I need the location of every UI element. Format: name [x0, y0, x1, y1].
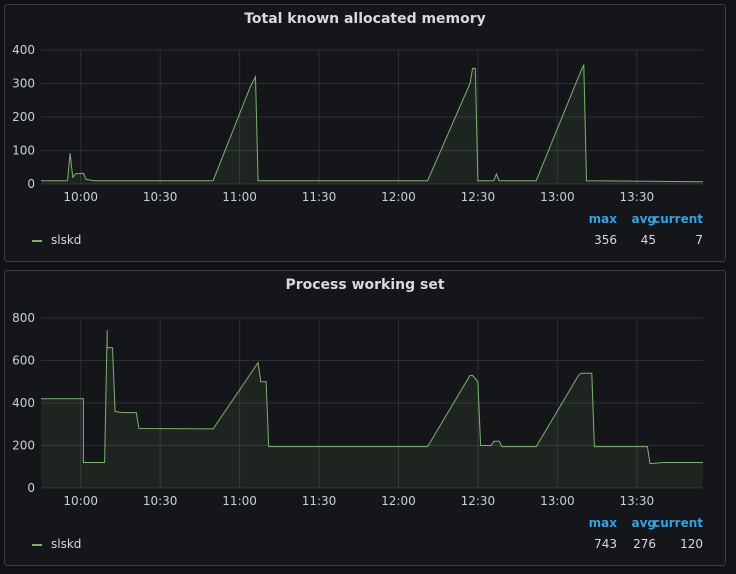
- legend-avg-value: 45: [640, 233, 656, 247]
- y-tick-label: 300: [12, 77, 35, 91]
- legend-swatch: [32, 240, 42, 242]
- y-tick-label: 0: [27, 177, 35, 191]
- x-tick-label: 12:00: [381, 190, 416, 204]
- legend-swatch: [32, 544, 42, 546]
- legend-max-value: 743: [594, 537, 617, 551]
- y-tick-label: 100: [12, 144, 35, 158]
- series-area: [41, 64, 703, 184]
- legend-current-value: 120: [680, 537, 703, 551]
- panel-allocated-memory: Total known allocated memory 400 300 200 10…: [4, 4, 726, 262]
- legend-max-header[interactable]: max: [588, 516, 617, 530]
- legend-series-name[interactable]: slskd: [51, 537, 82, 551]
- x-tick-label: 10:30: [143, 494, 178, 508]
- x-tick-label: 13:00: [540, 190, 575, 204]
- x-tick-label: 10:00: [63, 494, 98, 508]
- legend-max-value: 356: [594, 233, 617, 247]
- legend-avg-header[interactable]: avg: [631, 212, 656, 226]
- chart-allocated-memory: 400 300 200 100 0 10:00 10:30 11:00 11:30 12:00 12…: [12, 43, 704, 204]
- x-tick-label: 12:30: [461, 494, 496, 508]
- panel-working-set: Process working set 800 600 400 200 0 10:00 10…: [4, 270, 726, 566]
- x-tick-label: 10:00: [63, 190, 98, 204]
- legend-avg-value: 276: [633, 537, 656, 551]
- x-tick-label: 10:30: [143, 190, 178, 204]
- x-tick-label: 11:00: [222, 190, 257, 204]
- y-tick-label: 400: [12, 43, 35, 57]
- legend-current-header[interactable]: current: [653, 212, 703, 226]
- series-line: [41, 330, 703, 465]
- chart-working-set: 800 600 400 200 0 10:00 10:30 11:00 11:30 12:00 12…: [12, 311, 703, 508]
- y-tick-label: 800: [12, 311, 35, 325]
- series-line: [41, 64, 704, 183]
- x-tick-label: 12:30: [461, 190, 496, 204]
- y-tick-label: 0: [27, 481, 35, 495]
- x-tick-label: 11:00: [222, 494, 257, 508]
- legend-current-header[interactable]: current: [653, 516, 703, 530]
- x-tick-label: 11:30: [302, 190, 337, 204]
- x-tick-label: 13:30: [620, 190, 655, 204]
- legend: max avg current slskd 356 45 7: [5, 212, 725, 252]
- y-tick-label: 600: [12, 354, 35, 368]
- x-tick-label: 12:00: [381, 494, 416, 508]
- panel-title[interactable]: Process working set: [285, 277, 445, 293]
- legend-avg-header[interactable]: avg: [631, 516, 656, 530]
- legend-max-header[interactable]: max: [588, 212, 617, 226]
- y-tick-label: 200: [12, 439, 35, 453]
- x-tick-label: 11:30: [302, 494, 337, 508]
- y-tick-label: 400: [12, 396, 35, 410]
- x-tick-label: 13:30: [620, 494, 655, 508]
- x-tick-label: 13:00: [540, 494, 575, 508]
- series-area: [41, 330, 703, 488]
- legend-current-value: 7: [695, 233, 703, 247]
- legend: max avg current slskd 743 276 120: [5, 516, 725, 556]
- y-tick-label: 200: [12, 110, 35, 124]
- legend-series-name[interactable]: slskd: [51, 233, 82, 247]
- panel-title[interactable]: Total known allocated memory: [244, 11, 486, 27]
